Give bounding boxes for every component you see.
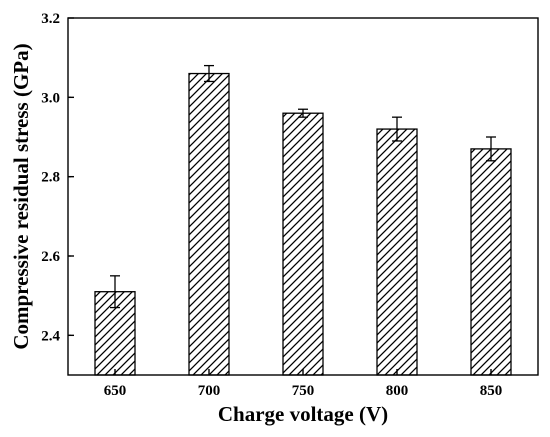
x-tick-label: 850 [480,383,503,399]
x-tick-label: 750 [292,383,315,399]
x-tick-label: 650 [104,383,127,399]
y-axis-title: Compressive residual stress (GPa) [9,43,33,349]
y-tick-label: 2.6 [41,249,60,265]
bar-700 [188,72,230,376]
bar-750 [282,112,324,376]
y-tick-label: 3.2 [41,11,60,27]
y-tick-label: 2.4 [41,328,60,344]
y-axis: 2.4 2.6 2.8 3.0 3.2 [41,11,74,344]
x-axis: 650 700 750 800 850 [104,369,503,399]
x-axis-title: Charge voltage (V) [218,402,388,426]
bar-850 [470,148,512,376]
y-tick-label: 2.8 [41,170,60,186]
bars-layer [94,72,512,376]
error-bars-layer [110,64,496,309]
bar-800 [376,128,418,376]
x-tick-label: 700 [198,383,221,399]
x-tick-label: 800 [386,383,409,399]
y-tick-label: 3.0 [41,90,60,106]
